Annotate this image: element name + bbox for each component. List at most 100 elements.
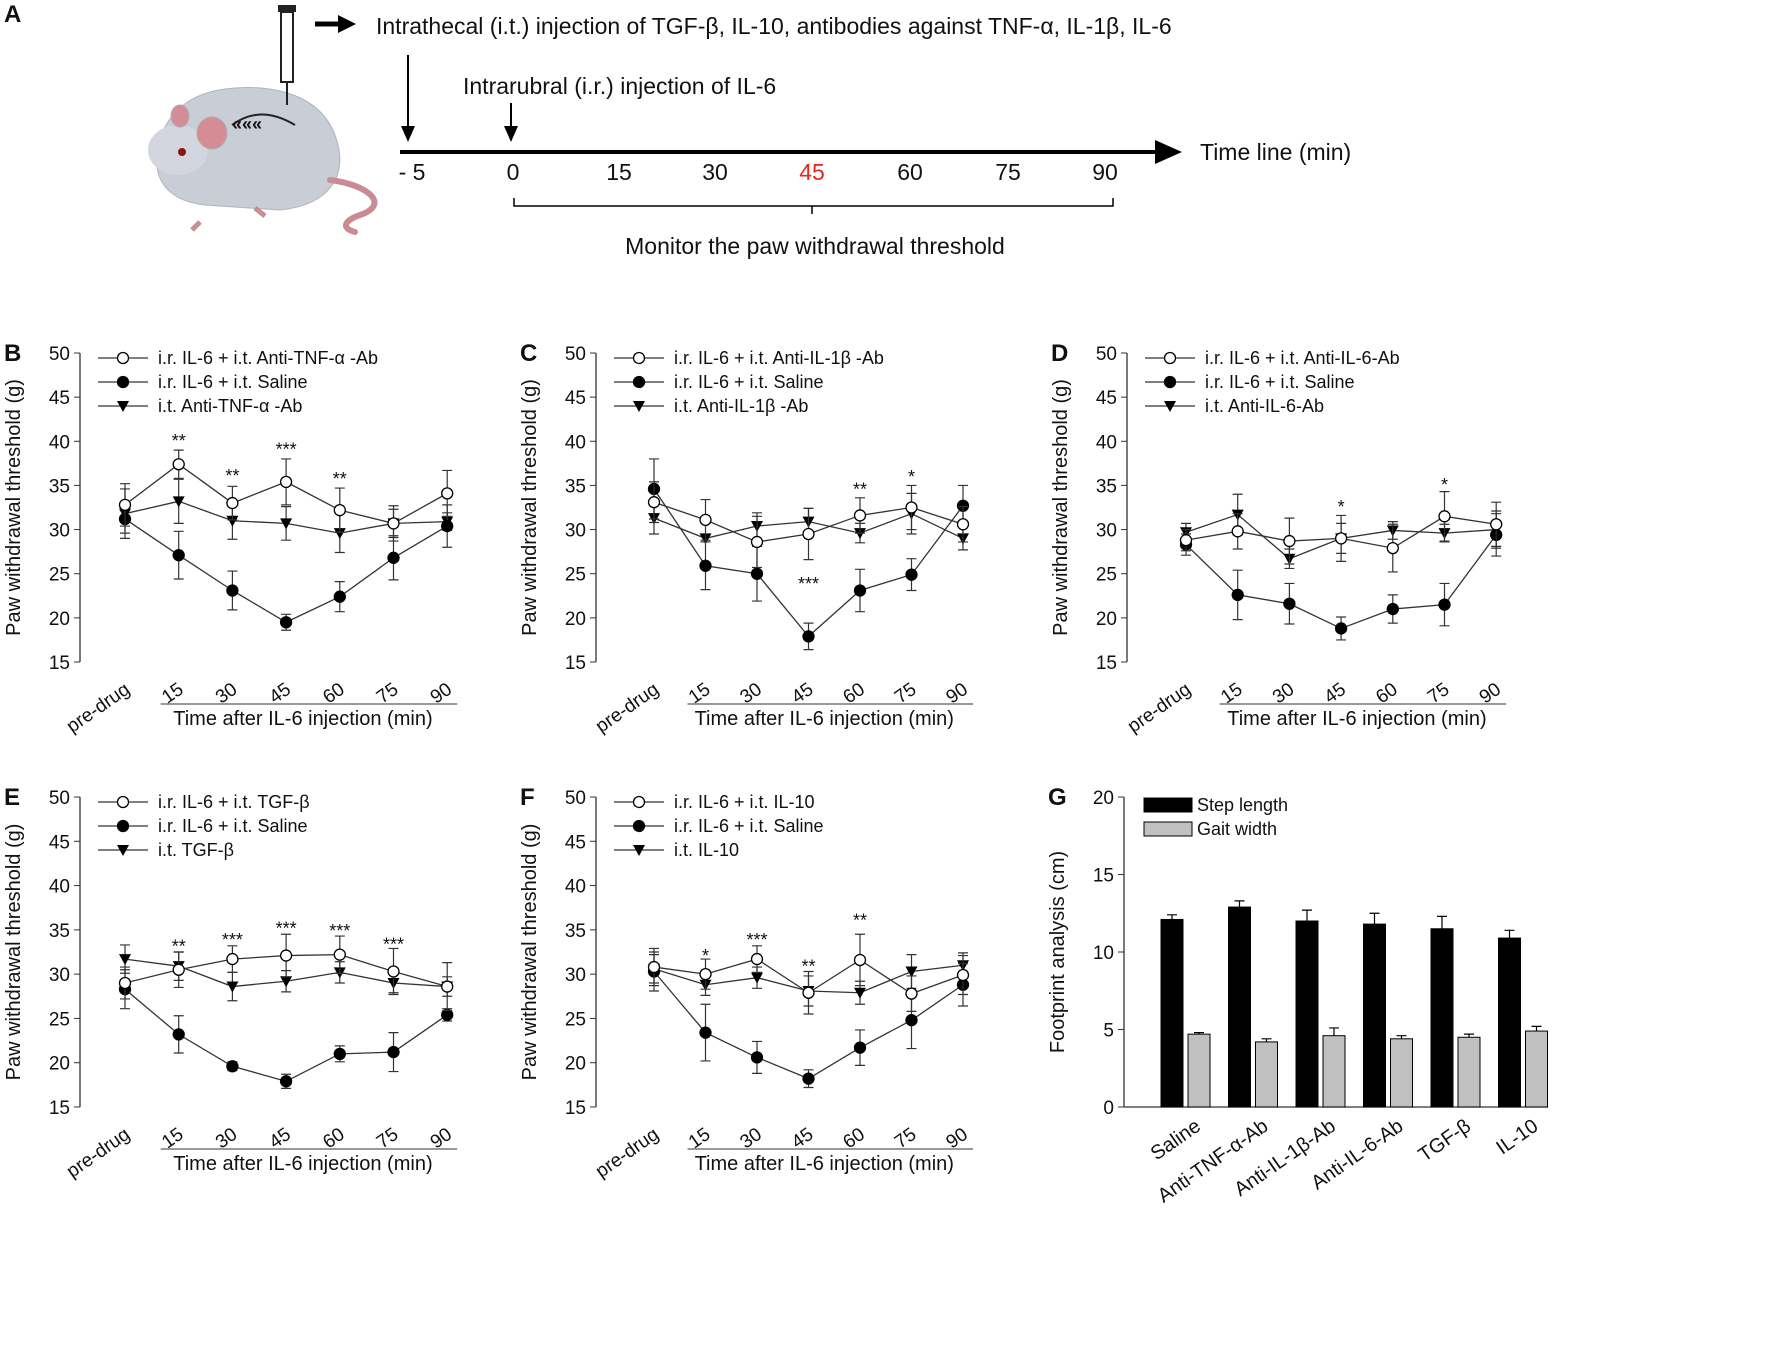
significance-label: *** — [798, 574, 819, 594]
y-tick-label: 20 — [565, 1054, 586, 1075]
error-bar — [1234, 900, 1245, 908]
legend-label: i.r. IL-6 + i.t. IL-10 — [674, 792, 815, 812]
y-tick-label: 50 — [565, 788, 586, 809]
y-tick-label: 35 — [565, 476, 586, 497]
y-axis-label: Paw withdrawal threshold (g) — [3, 824, 25, 1081]
data-point — [956, 518, 970, 531]
legend-label: i.t. IL-10 — [674, 840, 739, 860]
data-point — [751, 972, 763, 984]
data-point — [750, 535, 764, 549]
data-point — [118, 976, 132, 990]
legend-label: i.t. Anti-IL-1β -Ab — [674, 396, 808, 416]
data-point — [647, 960, 661, 974]
legend-marker — [633, 845, 645, 856]
y-tick-label: 20 — [49, 1054, 70, 1075]
data-point — [699, 559, 712, 572]
legend-swatch — [1143, 821, 1193, 837]
legend-marker — [633, 401, 645, 412]
y-axis-label: Paw withdrawal threshold (g) — [3, 379, 25, 636]
data-point — [699, 513, 712, 527]
data-point — [226, 515, 239, 527]
data-point — [647, 496, 661, 509]
timeline-label: Time line (min) — [1200, 139, 1351, 165]
data-point — [1438, 598, 1451, 611]
y-tick-label: 20 — [1093, 788, 1114, 809]
timeline-tick-label: 45 — [799, 159, 825, 185]
data-point — [172, 458, 185, 471]
data-point — [387, 551, 400, 564]
y-tick-label: 50 — [565, 344, 586, 365]
x-tick-label: IL-10 — [1492, 1115, 1542, 1159]
significance-label: ** — [853, 911, 867, 931]
y-tick-label: 10 — [1093, 943, 1114, 964]
timeline-tick-label: 60 — [897, 159, 923, 185]
y-tick-label: 45 — [565, 832, 586, 853]
data-point — [226, 952, 239, 966]
y-axis-label: Paw withdrawal threshold (g) — [519, 379, 541, 636]
significance-label: * — [1441, 475, 1448, 495]
panel-c: C 15 20 25 30 35 40 45 50 Paw withdrawal threshol… — [519, 340, 973, 737]
significance-label: * — [908, 467, 915, 487]
data-point — [802, 986, 815, 999]
y-tick-label: 25 — [49, 565, 70, 586]
legend-marker — [1163, 375, 1177, 389]
legend-item: i.r. IL-6 + i.t. Saline — [98, 816, 308, 836]
bar — [1457, 1036, 1481, 1108]
series-open-circle — [1179, 491, 1503, 573]
y-tick-label: 5 — [1103, 1021, 1114, 1042]
data-point — [1438, 510, 1451, 523]
legend-item: i.r. IL-6 + i.t. TGF-β — [98, 792, 310, 812]
bar — [1525, 1030, 1548, 1108]
panel-letter: E — [4, 784, 20, 811]
legend-item: i.r. IL-6 + i.t. Saline — [1145, 372, 1355, 392]
bar — [1295, 920, 1319, 1108]
significance-label: * — [1338, 497, 1345, 517]
data-point — [441, 519, 454, 533]
data-point — [1283, 597, 1296, 610]
svg-text:«««: ««« — [232, 114, 262, 134]
data-point — [905, 1014, 918, 1027]
y-tick-label: 45 — [565, 388, 586, 409]
error-bar — [1437, 915, 1447, 929]
data-point — [172, 496, 185, 508]
bar — [1187, 1033, 1211, 1108]
ir-arrow-head-icon — [504, 126, 518, 142]
legend-item: i.r. IL-6 + i.t. Saline — [98, 372, 308, 392]
legend-marker — [116, 351, 130, 365]
x-tick-label: pre-drug — [1124, 679, 1195, 737]
bar — [1322, 1035, 1346, 1108]
bar — [1363, 923, 1386, 1108]
y-tick-label: 35 — [1096, 476, 1117, 497]
data-point — [1334, 622, 1348, 635]
data-point — [226, 496, 239, 510]
data-point — [280, 518, 293, 530]
data-point — [387, 1045, 400, 1059]
legend-item: i.r. IL-6 + i.t. Anti-IL-6-Ab — [1145, 348, 1400, 368]
y-tick-label: 30 — [565, 521, 586, 542]
timeline-tick-label: 75 — [995, 159, 1021, 185]
y-tick-label: 20 — [1096, 609, 1117, 630]
data-point — [387, 965, 400, 978]
data-point — [1386, 541, 1399, 555]
y-tick-label: 40 — [565, 432, 586, 453]
error-bar — [1329, 1027, 1339, 1036]
y-tick-label: 50 — [49, 788, 70, 809]
monitor-bracket — [513, 198, 1114, 214]
significance-label: ** — [225, 466, 239, 486]
data-point — [1386, 602, 1399, 616]
y-tick-label: 50 — [49, 344, 70, 365]
data-point — [441, 487, 454, 500]
data-point — [1231, 588, 1244, 602]
y-tick-label: 20 — [565, 609, 586, 630]
timeline-tick-label: 15 — [606, 159, 632, 185]
legend-marker — [632, 819, 646, 833]
error-bar — [1167, 914, 1177, 920]
panel-letter: B — [4, 340, 21, 367]
legend-marker — [116, 795, 130, 809]
data-point — [853, 953, 867, 967]
significance-label: ** — [333, 469, 347, 489]
x-tick-label: pre-drug — [592, 1124, 663, 1182]
data-point — [333, 590, 346, 603]
y-tick-label: 30 — [49, 521, 70, 542]
